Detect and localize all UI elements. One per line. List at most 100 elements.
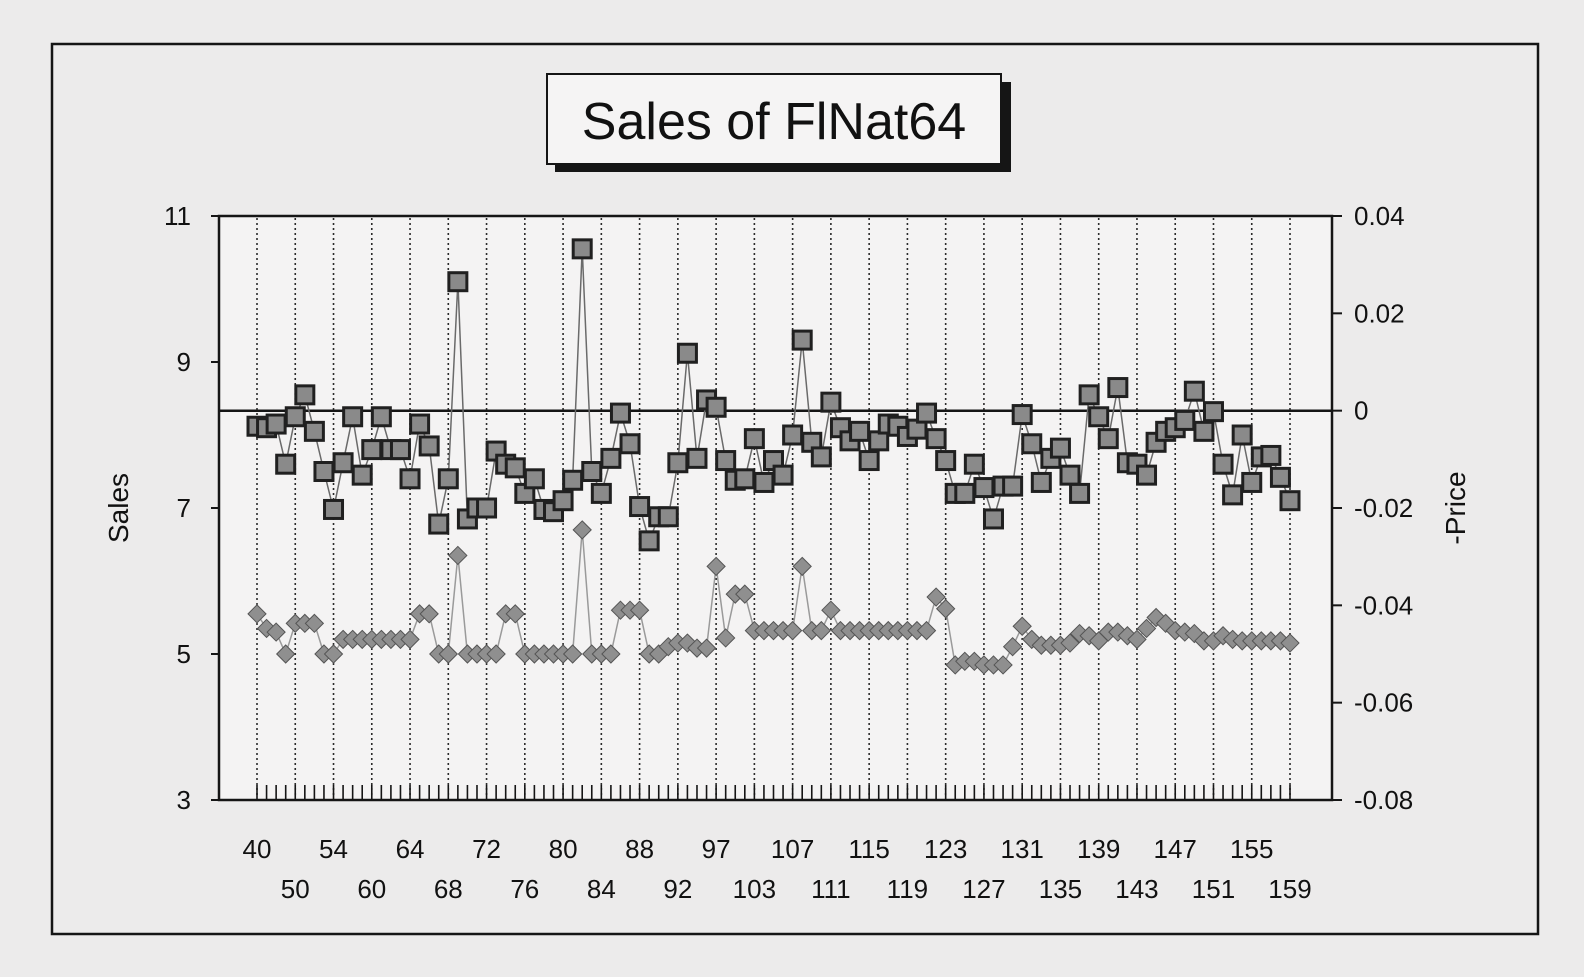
series-2-point-diamond [1002, 636, 1023, 657]
sales-point-square [552, 490, 574, 512]
x-tick-label: 131 [1000, 834, 1043, 864]
sales-point-square [810, 446, 832, 468]
sales-point-square [667, 452, 689, 474]
sales-point-square [265, 413, 287, 435]
series-2-point-diamond [1127, 629, 1147, 650]
x-tick-label: 139 [1077, 834, 1120, 864]
sales-point-square [657, 506, 679, 528]
series-2-point-diamond [1136, 618, 1157, 639]
series-2-point-diamond [1280, 633, 1300, 653]
sales-point-square [954, 482, 976, 504]
sales-point-square [782, 424, 804, 446]
sales-point-square [858, 450, 880, 472]
sales-point-square [1030, 471, 1052, 493]
sales-point-square [342, 406, 364, 428]
sales-point-square [629, 496, 651, 518]
sales-point-square [619, 433, 641, 455]
plot-area [219, 216, 1332, 800]
series-2-point-diamond [792, 556, 812, 577]
y-axis-title: Sales [103, 473, 134, 543]
series-2-point-diamond [323, 644, 344, 664]
series-2-point-diamond [486, 644, 506, 664]
sales-point-square [1174, 409, 1196, 431]
y-tick-label: 9 [177, 347, 191, 377]
series-2-point-diamond [811, 620, 832, 641]
x-tick-label: 50 [281, 874, 310, 904]
sales-point-square [590, 482, 612, 504]
sales-point-square [686, 447, 708, 469]
x-tick-label: 68 [434, 874, 463, 904]
sales-point-square [284, 406, 306, 428]
y-tick-label: 7 [177, 493, 191, 523]
sales-point-square [1222, 484, 1244, 506]
series-2-point-diamond [696, 638, 717, 658]
series-2-point-diamond [782, 620, 803, 641]
x-tick-label: 54 [319, 834, 348, 864]
y-axis-right: -0.08 -0.06 -0.04 -0.02 0 0.02 0.04 [1332, 201, 1413, 815]
sales-point-square [715, 450, 737, 472]
sales-point-square [1011, 404, 1033, 426]
sales-point-square [791, 329, 813, 351]
sales-point-square [1231, 424, 1253, 446]
x-tick-label: 88 [625, 834, 654, 864]
x-tick-label: 92 [663, 874, 692, 904]
series-2-point-diamond [247, 604, 267, 624]
sales-point-square [1212, 453, 1234, 475]
sales-point-square [1002, 475, 1024, 497]
sales-point-square [1183, 380, 1205, 402]
y2-tick-label: 0.02 [1354, 298, 1405, 328]
x-tick-label: 111 [811, 874, 851, 904]
sales-point-square [600, 447, 622, 469]
sales-point-square [676, 342, 698, 364]
sales-point-square [409, 413, 431, 435]
sales-point-square [418, 435, 440, 457]
sales-point-square [437, 468, 459, 490]
series-2-point-diamond [438, 644, 459, 664]
series-2-point-diamond [304, 613, 325, 634]
sales-point-square [1269, 466, 1291, 488]
sales-point-square [294, 384, 316, 406]
chart-title-box [546, 73, 1002, 165]
sales-point-square [1241, 471, 1263, 493]
sales-point-square [361, 439, 383, 461]
x-tick-label: 123 [924, 834, 967, 864]
series-2-point-diamond [266, 622, 286, 642]
y2-tick-label: -0.04 [1354, 590, 1413, 620]
x-tick-label: 40 [243, 834, 272, 864]
sales-point-square [370, 406, 392, 428]
y-axis-left: 3 5 7 9 11 [164, 201, 219, 815]
series-2-point-diamond [916, 620, 937, 641]
sales-point-square [1279, 490, 1301, 512]
series-2-point-diamond [706, 556, 726, 577]
sales-point-square [982, 508, 1004, 530]
series-2-point-diamond [572, 520, 592, 540]
sales-point-square [1202, 401, 1224, 423]
series-layer [246, 238, 1301, 675]
sales-point-square [916, 402, 938, 424]
sales-point-square [571, 238, 593, 260]
chart-title: Sales of FlNat64 [546, 73, 1011, 172]
x-tick-label: 64 [396, 834, 425, 864]
sales-point-square [581, 461, 603, 482]
series-2-point-diamond [505, 604, 525, 624]
series-2-point-diamond [935, 599, 956, 619]
y2-tick-label: 0 [1354, 396, 1368, 426]
sales-point-square [1097, 428, 1119, 450]
sales-point-square [1059, 464, 1081, 486]
y2-tick-label: -0.06 [1354, 688, 1413, 718]
sales-point-square [1136, 464, 1158, 486]
sales-point-square [428, 513, 450, 535]
sales-point-square [332, 452, 354, 474]
series-2-point-diamond [601, 644, 621, 664]
sales-point-square [925, 428, 947, 450]
sales-point-square [820, 391, 842, 413]
sales-point-square [323, 498, 345, 520]
x-tick-label: 107 [771, 834, 814, 864]
x-tick-label: 84 [587, 874, 616, 904]
y2-tick-label: -0.02 [1354, 493, 1413, 523]
y-tick-label: 11 [164, 201, 191, 231]
sales-point-square [1088, 406, 1110, 428]
series-2-point-diamond [735, 584, 755, 604]
x-tick-label: 80 [549, 834, 578, 864]
